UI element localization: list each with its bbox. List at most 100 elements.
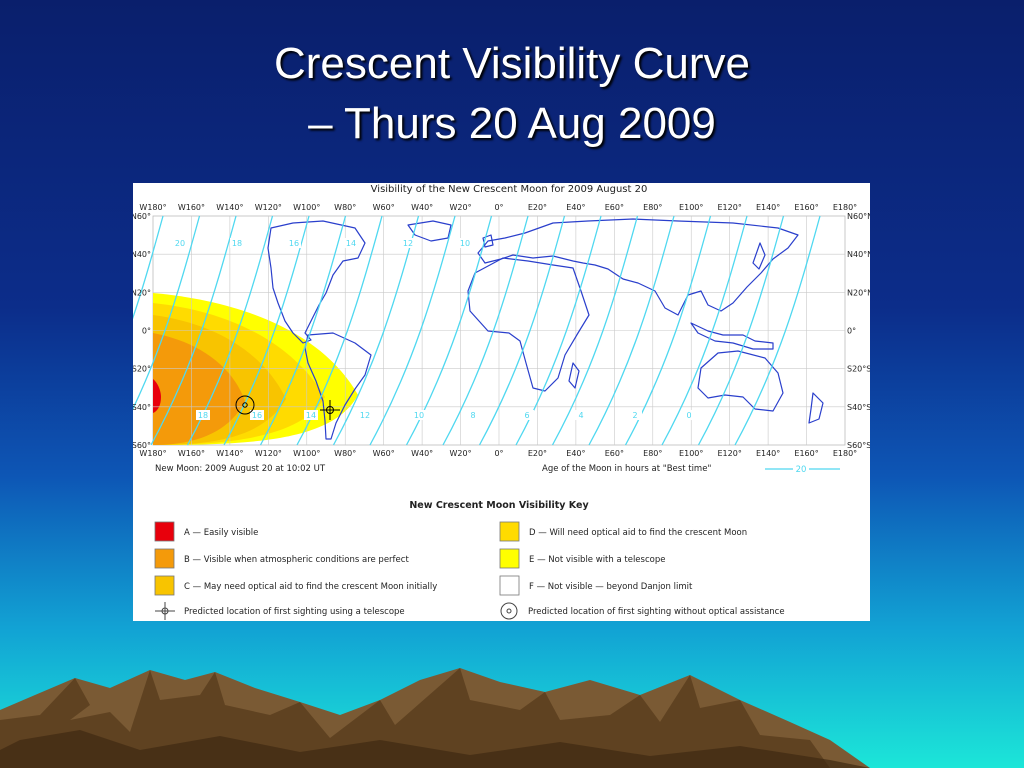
right-lat-label: S40°S <box>847 403 870 412</box>
age-contour-line <box>551 215 639 446</box>
map-grid <box>153 216 845 445</box>
age-legend-sample: 20 <box>796 465 807 475</box>
contour-label-bg <box>196 410 210 420</box>
left-lat-label: S20° <box>133 365 151 374</box>
key-label-c: C — May need optical aid to find the cre… <box>184 582 437 592</box>
key-naked-eye-text: Predicted location of first sighting wit… <box>528 607 785 617</box>
zone-b <box>153 333 245 445</box>
top-lon-label: W160° <box>178 203 205 212</box>
contour-label: 0 <box>686 411 691 420</box>
top-lon-label: E160° <box>794 203 818 212</box>
bottom-lon-label: E20° <box>528 449 547 458</box>
contour-label-bg <box>358 410 372 420</box>
top-lon-label: W80° <box>334 203 356 212</box>
bottom-lon-label: W40° <box>411 449 433 458</box>
contour-label: 18 <box>198 411 208 420</box>
key-telescope-marker <box>155 602 175 620</box>
bottom-lon-label: E180° <box>833 449 857 458</box>
contour-label-bg <box>458 238 472 248</box>
telescope-sighting-marker <box>320 400 340 420</box>
key-telescope-text: Predicted location of first sighting usi… <box>184 607 405 617</box>
contour-label-bg <box>628 410 642 420</box>
contour-label-bg <box>574 410 588 420</box>
age-legend-badge <box>793 464 809 473</box>
left-lat-label: N60° <box>133 212 151 221</box>
age-contour-line <box>588 215 675 446</box>
age-contour-line <box>734 215 821 446</box>
key-swatch-d <box>499 521 520 542</box>
right-lat-label: S20°S <box>847 365 870 374</box>
top-lon-label: E180° <box>833 203 857 212</box>
top-lon-label: E60° <box>605 203 624 212</box>
bottom-longitude-labels: W180° W160° W140° W120° W100° W80° W60° W40° W20… <box>139 449 857 458</box>
key-swatch-c <box>154 575 175 596</box>
contour-label-bg <box>304 410 318 420</box>
indonesia-coast <box>690 322 774 350</box>
bottom-lon-label: E60° <box>605 449 624 458</box>
top-lon-label: W40° <box>411 203 433 212</box>
right-lat-label: N60°N <box>847 212 870 221</box>
top-lon-label: W120° <box>255 203 282 212</box>
key-label-b: B — Visible when atmospheric conditions … <box>184 555 409 565</box>
contour-label: 8 <box>470 411 475 420</box>
bottom-lon-label: W80° <box>334 449 356 458</box>
age-contour-line <box>661 215 748 446</box>
key-swatch-a <box>154 521 175 542</box>
visibility-key: A — Easily visible B — Visible when atmos… <box>154 521 747 596</box>
bottom-lon-label: E160° <box>794 449 818 458</box>
key-title: New Crescent Moon Visibility Key <box>409 500 589 511</box>
naked-eye-sighting-marker <box>235 395 255 415</box>
bottom-lon-label: W20° <box>450 449 472 458</box>
top-longitude-labels: W180° W160° W140° W120° W100° W80° W60° W40° W20… <box>139 203 857 212</box>
new-moon-time: New Moon: 2009 August 20 at 10:02 UT <box>155 464 326 474</box>
slide-title-line2: – Thurs 20 Aug 2009 <box>308 99 716 148</box>
contour-label: 16 <box>289 239 299 248</box>
age-contour-line <box>442 215 529 446</box>
bottom-lon-label: 0° <box>494 449 503 458</box>
top-lon-label: W20° <box>450 203 472 212</box>
zone-a <box>153 379 161 413</box>
key-label-d: D — Will need optical aid to find the cr… <box>529 528 747 538</box>
contour-label: 6 <box>524 411 529 420</box>
contour-label: 14 <box>346 239 356 248</box>
key-swatch-b <box>154 548 175 569</box>
key-label-e: E — Not visible with a telescope <box>529 555 665 565</box>
top-lon-label: E20° <box>528 203 547 212</box>
left-lat-label: 0° <box>142 327 151 336</box>
left-lat-label: N40° <box>133 250 151 259</box>
bottom-lon-label: E140° <box>756 449 780 458</box>
left-lat-label: S40° <box>133 403 151 412</box>
north-america-coast <box>267 220 366 344</box>
new-zealand-coast <box>808 392 824 424</box>
bottom-lon-label: W160° <box>178 449 205 458</box>
left-latitude-labels: N60° N40° N20° 0° S20° S40° S60° <box>133 212 151 450</box>
contour-label: 10 <box>460 239 470 248</box>
bottom-lon-label: E100° <box>679 449 703 458</box>
eurasia-coast <box>477 218 799 316</box>
australia-coast <box>697 350 784 412</box>
contour-label-bg <box>520 410 534 420</box>
bottom-lon-label: W120° <box>255 449 282 458</box>
age-legend-text: Age of the Moon in hours at "Best time" <box>542 464 711 474</box>
age-contour-line <box>369 215 456 446</box>
bottom-lon-label: W100° <box>293 449 320 458</box>
key-label-a: A — Easily visible <box>184 528 258 538</box>
right-lat-label: N20°N <box>847 288 870 297</box>
bottom-lon-label: W180° <box>139 449 166 458</box>
contour-label: 2 <box>632 411 637 420</box>
age-contour-line <box>133 215 164 320</box>
contour-label-bg <box>287 238 301 248</box>
map-title: Visibility of the New Crescent Moon for … <box>371 184 648 195</box>
right-lat-label: N40°N <box>847 250 870 259</box>
south-america-coast <box>304 332 372 440</box>
left-lat-label: S60° <box>133 441 151 450</box>
top-lon-label: E100° <box>679 203 703 212</box>
bottom-lon-label: W140° <box>216 449 243 458</box>
top-lon-label: W100° <box>293 203 320 212</box>
africa-coast <box>467 257 590 392</box>
top-lon-label: W180° <box>139 203 166 212</box>
contour-labels-bottom: 18 16 14 12 10 8 6 4 2 0 <box>196 410 696 420</box>
top-lon-label: W60° <box>373 203 395 212</box>
top-lon-label: E80° <box>643 203 662 212</box>
